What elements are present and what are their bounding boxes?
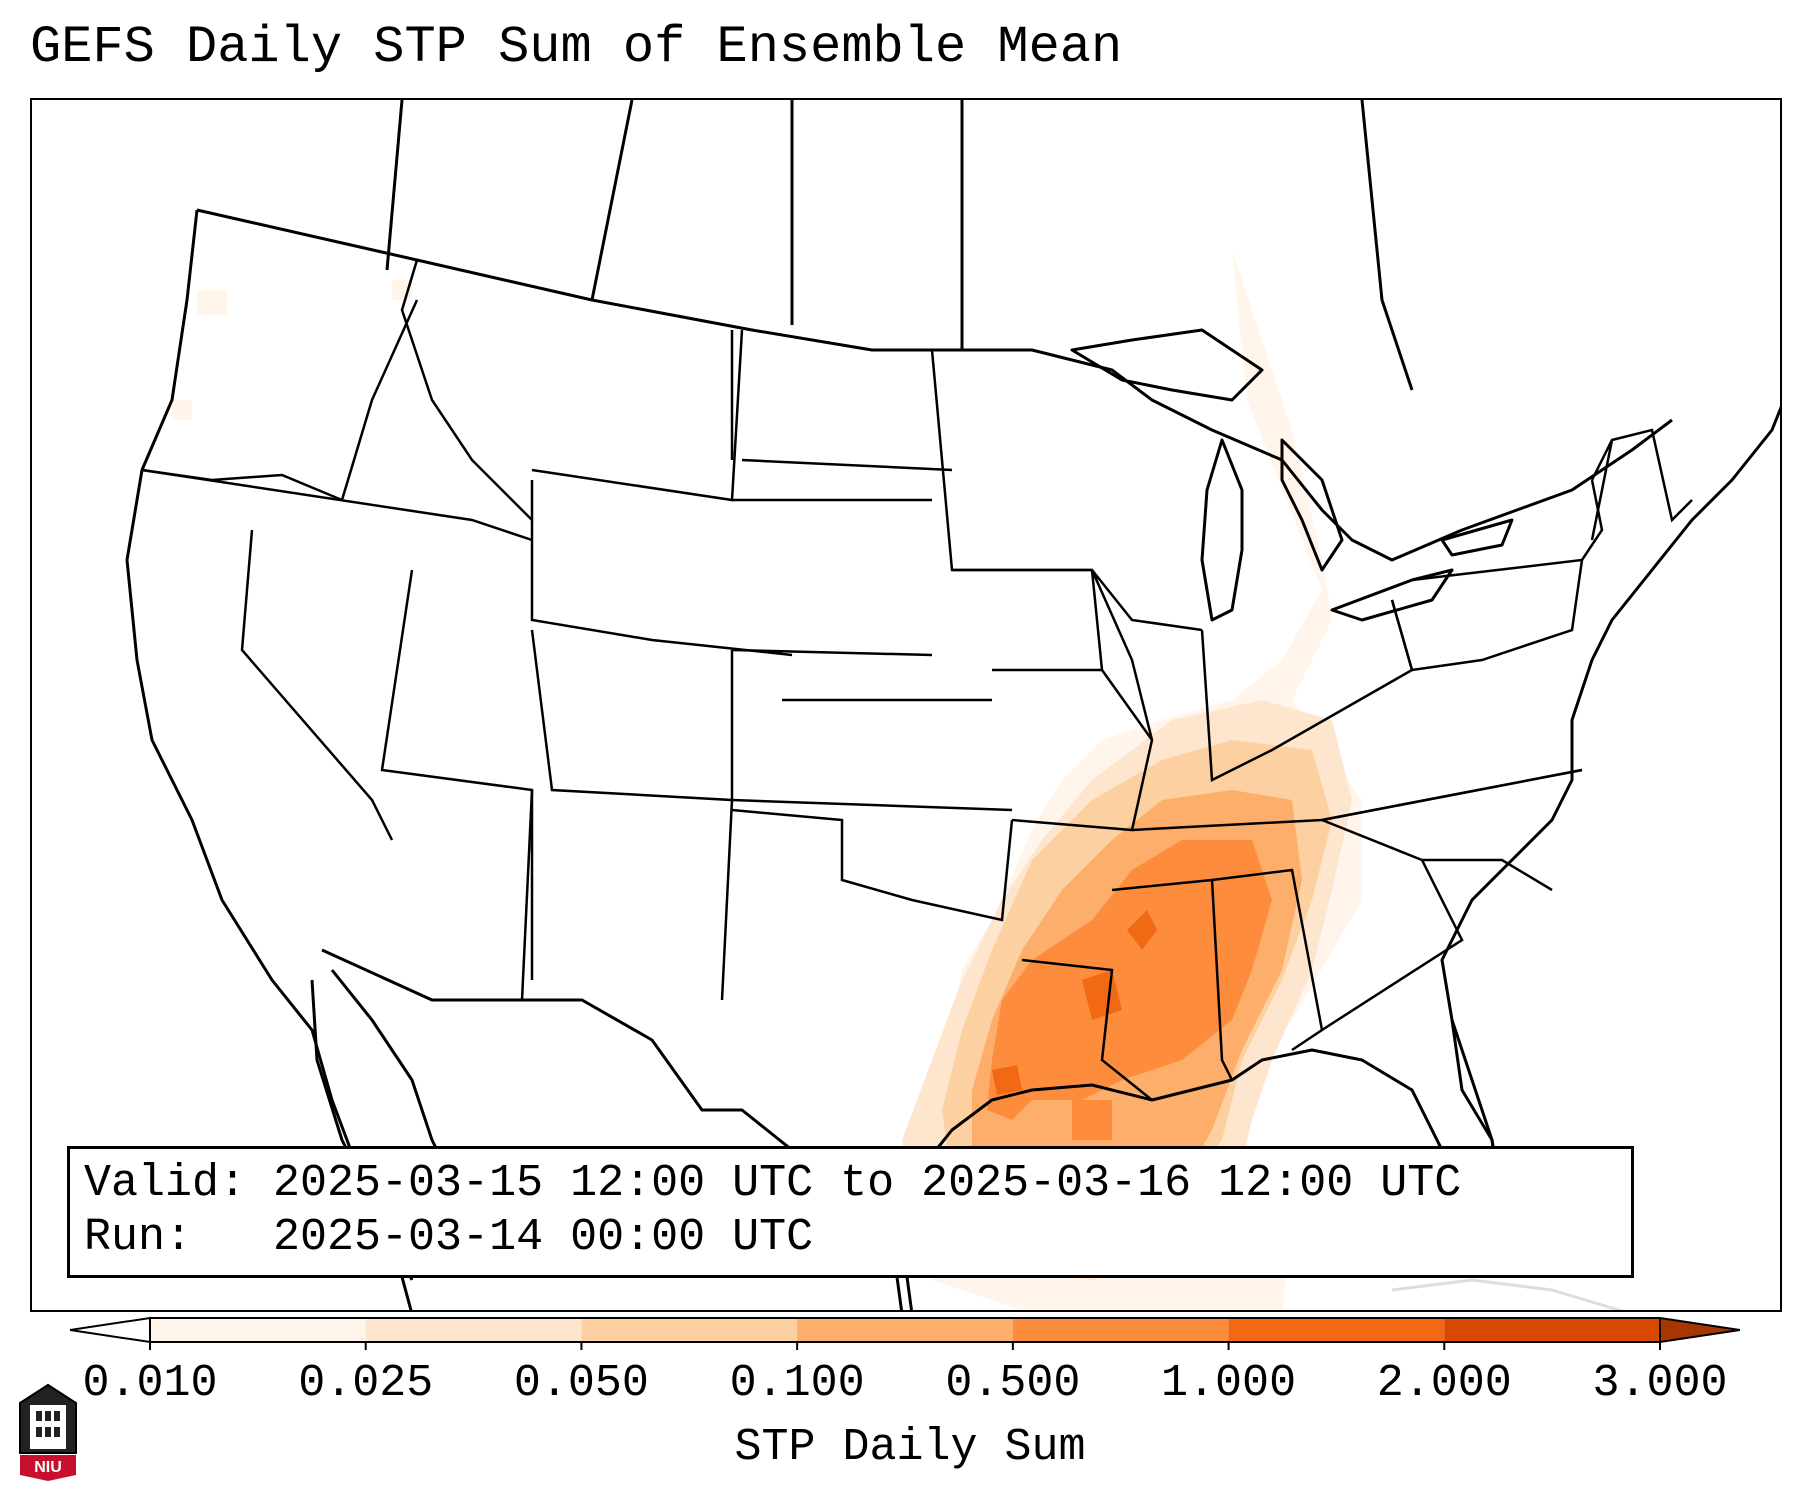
or-ca-nv bbox=[141, 468, 533, 542]
us-canada-border bbox=[196, 208, 1673, 562]
colorbar-segments bbox=[70, 1316, 1740, 1350]
or-id bbox=[340, 299, 419, 501]
nd-sd bbox=[730, 330, 953, 472]
colorbar-tick-label: 1.000 bbox=[1161, 1358, 1297, 1409]
va-nc bbox=[1321, 768, 1583, 822]
colorbar-tick-label: 0.050 bbox=[513, 1358, 649, 1409]
ne-ks bbox=[731, 698, 1013, 812]
lake-superior bbox=[1070, 328, 1264, 402]
oh-pa-wv bbox=[1390, 559, 1584, 672]
state-lines bbox=[141, 259, 1693, 1101]
niu-logo: NIU bbox=[19, 1383, 77, 1481]
new-england bbox=[1590, 428, 1693, 541]
colorbar-segment-1.000 bbox=[1228, 1318, 1445, 1342]
al-ga bbox=[1211, 868, 1324, 1052]
nc-sc-ga bbox=[1321, 818, 1553, 1032]
lake-ontario bbox=[1440, 518, 1514, 557]
mn-border bbox=[930, 349, 1092, 572]
stp-shading bbox=[172, 250, 1362, 1310]
pa-ny bbox=[1411, 479, 1604, 582]
ia-mo bbox=[952, 568, 1104, 672]
colorbar-tick-label: 2.000 bbox=[1376, 1358, 1512, 1409]
colorbar-tick-label: 0.100 bbox=[729, 1358, 865, 1409]
colorbar-segment-0.100 bbox=[797, 1318, 1013, 1342]
east-coast bbox=[1440, 405, 1780, 1021]
ms-al bbox=[1111, 878, 1234, 1081]
stp-shade-0.500 bbox=[992, 840, 1272, 1100]
mt-wy bbox=[531, 329, 744, 502]
il-in bbox=[1090, 569, 1203, 741]
colorbar-tick-label: 0.010 bbox=[82, 1358, 218, 1409]
mo-ar bbox=[1011, 669, 1154, 832]
colorbar-label: STP Daily Sum bbox=[734, 1422, 1086, 1473]
colorbar-over-arrow bbox=[1659, 1316, 1740, 1344]
colorbar-segment-0.500 bbox=[1012, 1318, 1229, 1342]
ut-co bbox=[530, 629, 734, 802]
id-wy-ut bbox=[530, 480, 793, 657]
colorbar-tick-label: 0.500 bbox=[945, 1358, 1081, 1409]
lake-erie bbox=[1330, 568, 1454, 622]
lake-huron bbox=[1280, 438, 1344, 572]
nv-ut-az bbox=[380, 569, 534, 980]
colorbar-tick-label: 3.000 bbox=[1592, 1358, 1728, 1409]
stp-shade-1.000 bbox=[992, 910, 1157, 1095]
logo-text: NIU bbox=[34, 1459, 62, 1476]
validity-info-box: Valid: 2025-03-15 12:00 UTC to 2025-03-1… bbox=[67, 1146, 1634, 1278]
chart-title: GEFS Daily STP Sum of Ensemble Mean bbox=[30, 18, 1123, 77]
colorbar-under-arrow bbox=[70, 1316, 151, 1344]
map-panel bbox=[30, 98, 1782, 1312]
wy-sd-ne bbox=[731, 498, 933, 657]
canada-province-lines bbox=[385, 100, 1414, 391]
colorbar-segment-0.050 bbox=[581, 1318, 798, 1342]
valid-time-text: Valid: 2025-03-15 12:00 UTC to 2025-03-1… bbox=[84, 1158, 1462, 1209]
cuba bbox=[1391, 1278, 1624, 1310]
ok-tx bbox=[731, 808, 1014, 922]
stp-map bbox=[125, 100, 1780, 1310]
ar-la bbox=[1021, 958, 1153, 1101]
run-time-text: Run: 2025-03-14 00:00 UTC bbox=[84, 1212, 814, 1263]
colorbar-segment-0.025 bbox=[365, 1318, 582, 1342]
az-nm bbox=[520, 789, 734, 1001]
colorbar-tick-label: 0.025 bbox=[298, 1358, 434, 1409]
colorbar-outline bbox=[149, 1317, 1661, 1343]
colorbar-segment-0.010 bbox=[150, 1318, 366, 1342]
ca-nv bbox=[240, 529, 394, 841]
id-mt bbox=[400, 259, 533, 521]
colorbar-segment-2.000 bbox=[1444, 1318, 1660, 1342]
stp-shade-0.010-west bbox=[172, 280, 412, 420]
colorbar bbox=[70, 1316, 1740, 1350]
lake-michigan bbox=[1200, 438, 1244, 622]
